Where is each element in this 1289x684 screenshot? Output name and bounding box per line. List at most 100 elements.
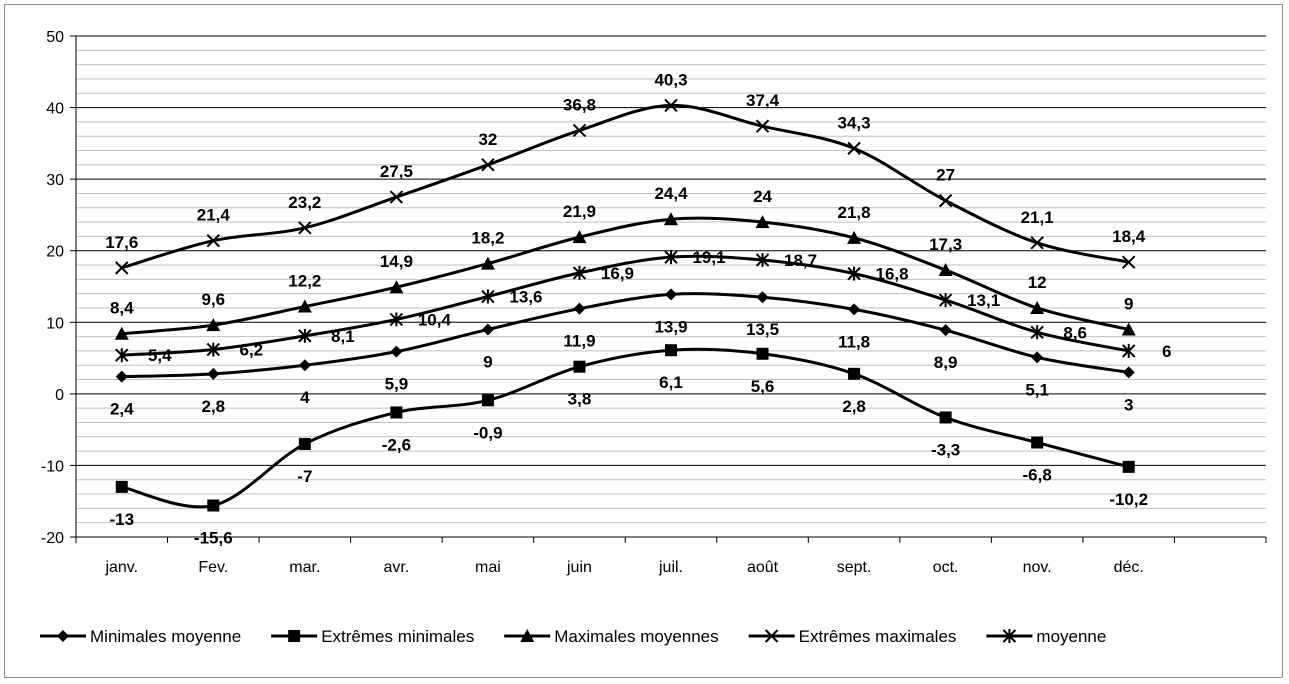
data-point: [1121, 343, 1136, 358]
y-tick-label: -10: [41, 458, 64, 475]
data-label: 2,8: [842, 397, 866, 416]
data-point: [481, 158, 495, 172]
data-point: [115, 348, 129, 363]
data-point: [1030, 325, 1044, 340]
data-label: 13,1: [967, 291, 1000, 310]
data-label: 9: [1124, 294, 1133, 313]
data-label: 6,2: [239, 340, 263, 359]
data-point: [572, 265, 587, 280]
legend-item: Maximales moyennes: [504, 627, 719, 646]
data-point: [1030, 236, 1044, 250]
series-extr-mes-minimales: [115, 344, 1135, 512]
data-point: [847, 230, 862, 244]
data-label: 6: [1162, 342, 1171, 361]
data-label: -13: [109, 510, 134, 529]
data-point: [298, 221, 312, 235]
series-layer: [114, 98, 1136, 512]
data-point: [115, 261, 129, 275]
data-point: [389, 190, 404, 204]
data-label: 16,9: [601, 264, 634, 283]
x-tick-label: juil.: [658, 559, 683, 576]
data-point: [206, 318, 221, 332]
data-point: [572, 230, 587, 244]
data-label: 24,4: [654, 184, 688, 203]
data-point: [665, 344, 677, 357]
data-point: [1122, 460, 1135, 473]
data-label: 2,8: [201, 397, 225, 416]
data-point: [1122, 366, 1135, 379]
series-minimales-moyenne: [115, 288, 1135, 383]
data-label: 9,6: [201, 290, 225, 309]
data-point: [573, 360, 586, 373]
data-label: 18,2: [471, 229, 504, 248]
data-label: 16,8: [876, 265, 909, 284]
data-point: [938, 193, 953, 208]
data-point: [389, 312, 404, 327]
data-label: 32: [478, 130, 497, 149]
data-point: [389, 280, 404, 294]
data-label: 27: [936, 166, 955, 185]
data-label: 4: [300, 388, 310, 407]
data-label: 37,4: [746, 91, 780, 110]
data-point: [298, 437, 311, 450]
data-point: [206, 233, 221, 248]
data-label: 5,9: [385, 375, 409, 394]
legend-item: moyenne: [986, 627, 1106, 646]
data-point: [755, 215, 770, 229]
data-point: [207, 499, 220, 512]
data-label: 18,4: [1112, 227, 1146, 246]
x-tick-label: août: [747, 559, 779, 576]
x-tick-label: mar.: [289, 559, 320, 576]
legend-marker: [1002, 629, 1017, 643]
data-point: [115, 480, 128, 493]
data-point: [115, 370, 128, 383]
series-line: [121, 103, 1129, 270]
data-point: [573, 302, 586, 315]
data-label: 5,1: [1025, 380, 1049, 399]
x-tick-label: janv.: [104, 559, 138, 576]
data-point: [298, 359, 311, 372]
data-label: 8,9: [934, 353, 958, 372]
y-tick-label: 20: [46, 244, 64, 261]
data-point: [481, 289, 495, 304]
legend-label: moyenne: [1036, 627, 1106, 646]
data-point: [755, 253, 770, 268]
x-axis: janv. Fev. mar. avr. mai juin juil. août sept. oc…: [75, 537, 1267, 576]
data-label: 11,8: [838, 332, 870, 351]
data-point: [847, 141, 861, 156]
data-labels-layer: 2,4 2,8 4 5,9 9 11,9 13,9 13,5 11,8 8,9 5,1 3 -13 -15…: [105, 70, 1171, 547]
data-point: [847, 266, 861, 281]
y-tick-label: 10: [46, 315, 64, 332]
data-point: [848, 367, 861, 380]
data-point: [848, 303, 861, 316]
data-label: 23,2: [288, 193, 321, 212]
legend-item: Extrêmes maximales: [748, 627, 957, 646]
data-label: 8,1: [331, 327, 355, 346]
data-label: 6,1: [659, 373, 683, 392]
data-point: [938, 263, 953, 277]
series-line: [121, 292, 1129, 379]
legend-item: Extrêmes minimales: [271, 627, 474, 646]
data-label: 21,4: [197, 206, 231, 225]
data-point: [665, 288, 677, 301]
data-label: 10,4: [418, 310, 452, 329]
data-label: 8,4: [110, 299, 134, 318]
data-point: [938, 293, 953, 308]
series-extr-mes-maximales: [115, 98, 1136, 275]
legend-marker: [57, 630, 69, 642]
data-label: 8,6: [1063, 323, 1087, 342]
data-point: [756, 347, 769, 360]
legend-label: Maximales moyennes: [554, 627, 718, 646]
data-label: 40,3: [654, 70, 687, 89]
data-point: [1030, 300, 1045, 314]
data-point: [1031, 351, 1044, 364]
data-point: [664, 250, 678, 265]
legend: Minimales moyenne Extrêmes minimales Maxim…: [40, 627, 1106, 646]
data-label: -15,6: [194, 529, 233, 548]
data-label: 21,8: [838, 203, 871, 222]
data-point: [756, 291, 769, 304]
data-label: 17,3: [929, 235, 962, 254]
legend-label: Extrêmes minimales: [321, 627, 474, 646]
y-tick-label: 30: [46, 172, 64, 189]
legend-label: Extrêmes maximales: [799, 627, 957, 646]
